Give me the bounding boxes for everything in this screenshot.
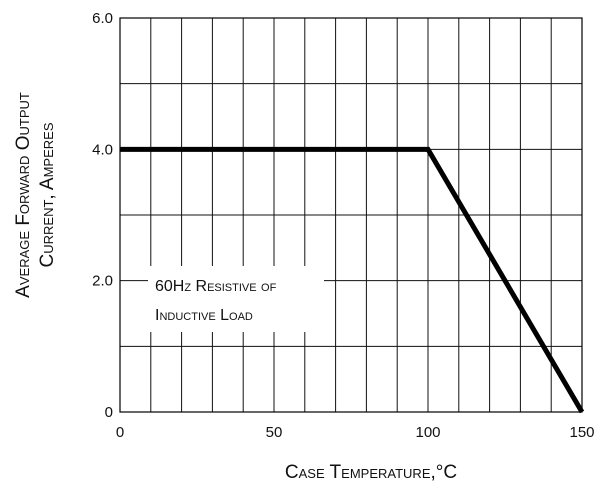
y-axis-label-line-2: Current, Amperes	[37, 122, 58, 267]
y-tick-label: 2.0	[92, 273, 113, 290]
y-tick-label: 6.0	[92, 10, 113, 27]
plot-frame	[119, 17, 583, 413]
x-axis-label: Case Temperature,°C	[285, 462, 457, 483]
annotation-line-2: Inductive Load	[155, 307, 253, 324]
x-tick-label: 100	[415, 424, 440, 441]
y-tick-label: 4.0	[92, 141, 113, 158]
y-axis-label-line-1: Average Forward Output	[13, 92, 34, 298]
annotation-background	[148, 266, 324, 332]
grid-lines	[120, 18, 582, 412]
x-tick-label: 150	[569, 424, 594, 441]
y-tick-label: 0	[105, 404, 113, 421]
x-tick-label: 0	[116, 424, 124, 441]
tick-labels: 0 2.0 4.0 6.0 0 50 100 150	[92, 10, 594, 441]
x-tick-label: 50	[266, 424, 283, 441]
annotation-line-1: 60Hz Resistive of	[155, 278, 277, 295]
series-line	[120, 146, 585, 414]
